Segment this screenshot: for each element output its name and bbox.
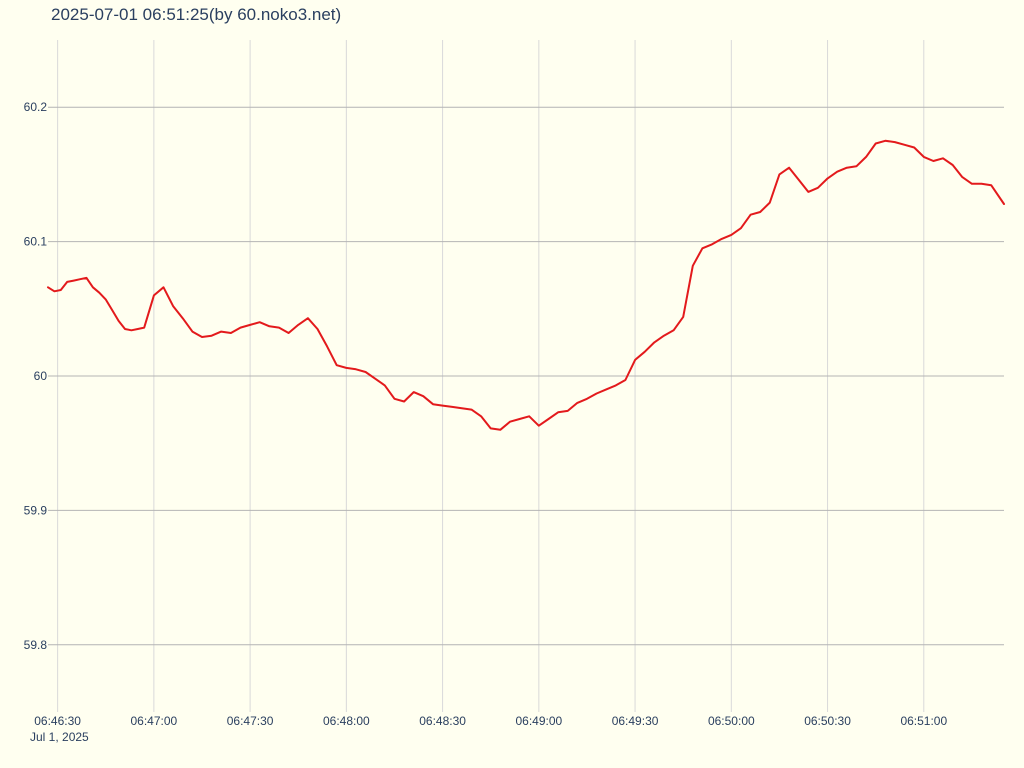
x-tick-label: 06:48:30 [419, 714, 466, 728]
x-tick-label: 06:47:00 [131, 714, 178, 728]
x-tick-label: 06:50:00 [708, 714, 755, 728]
x-tick-label: 06:50:30 [804, 714, 851, 728]
x-tick-label: 06:46:30 [34, 714, 81, 728]
y-tick-label: 60.2 [24, 100, 48, 114]
x-tick-label: 06:49:30 [612, 714, 659, 728]
x-tick-label: 06:49:00 [515, 714, 562, 728]
series-layer [47, 139, 1005, 431]
y-tick-label: 60 [34, 369, 48, 383]
y-tick-label: 59.8 [24, 638, 48, 652]
grid-layer [48, 40, 1004, 712]
x-tick-label: 06:48:00 [323, 714, 370, 728]
x-axis-date-label: Jul 1, 2025 [30, 730, 89, 744]
y-tick-label: 60.1 [24, 235, 48, 249]
tick-label-layer: Jul 1, 2025 06:46:30 06:47:00 06:47:30 06:4… [24, 100, 948, 744]
x-tick-label: 06:47:30 [227, 714, 274, 728]
chart-title: 2025-07-01 06:51:25(by 60.noko3.net) [51, 5, 342, 24]
y-tick-label: 59.9 [24, 503, 48, 517]
series-line [47, 139, 1005, 431]
x-tick-label: 06:51:00 [900, 714, 947, 728]
